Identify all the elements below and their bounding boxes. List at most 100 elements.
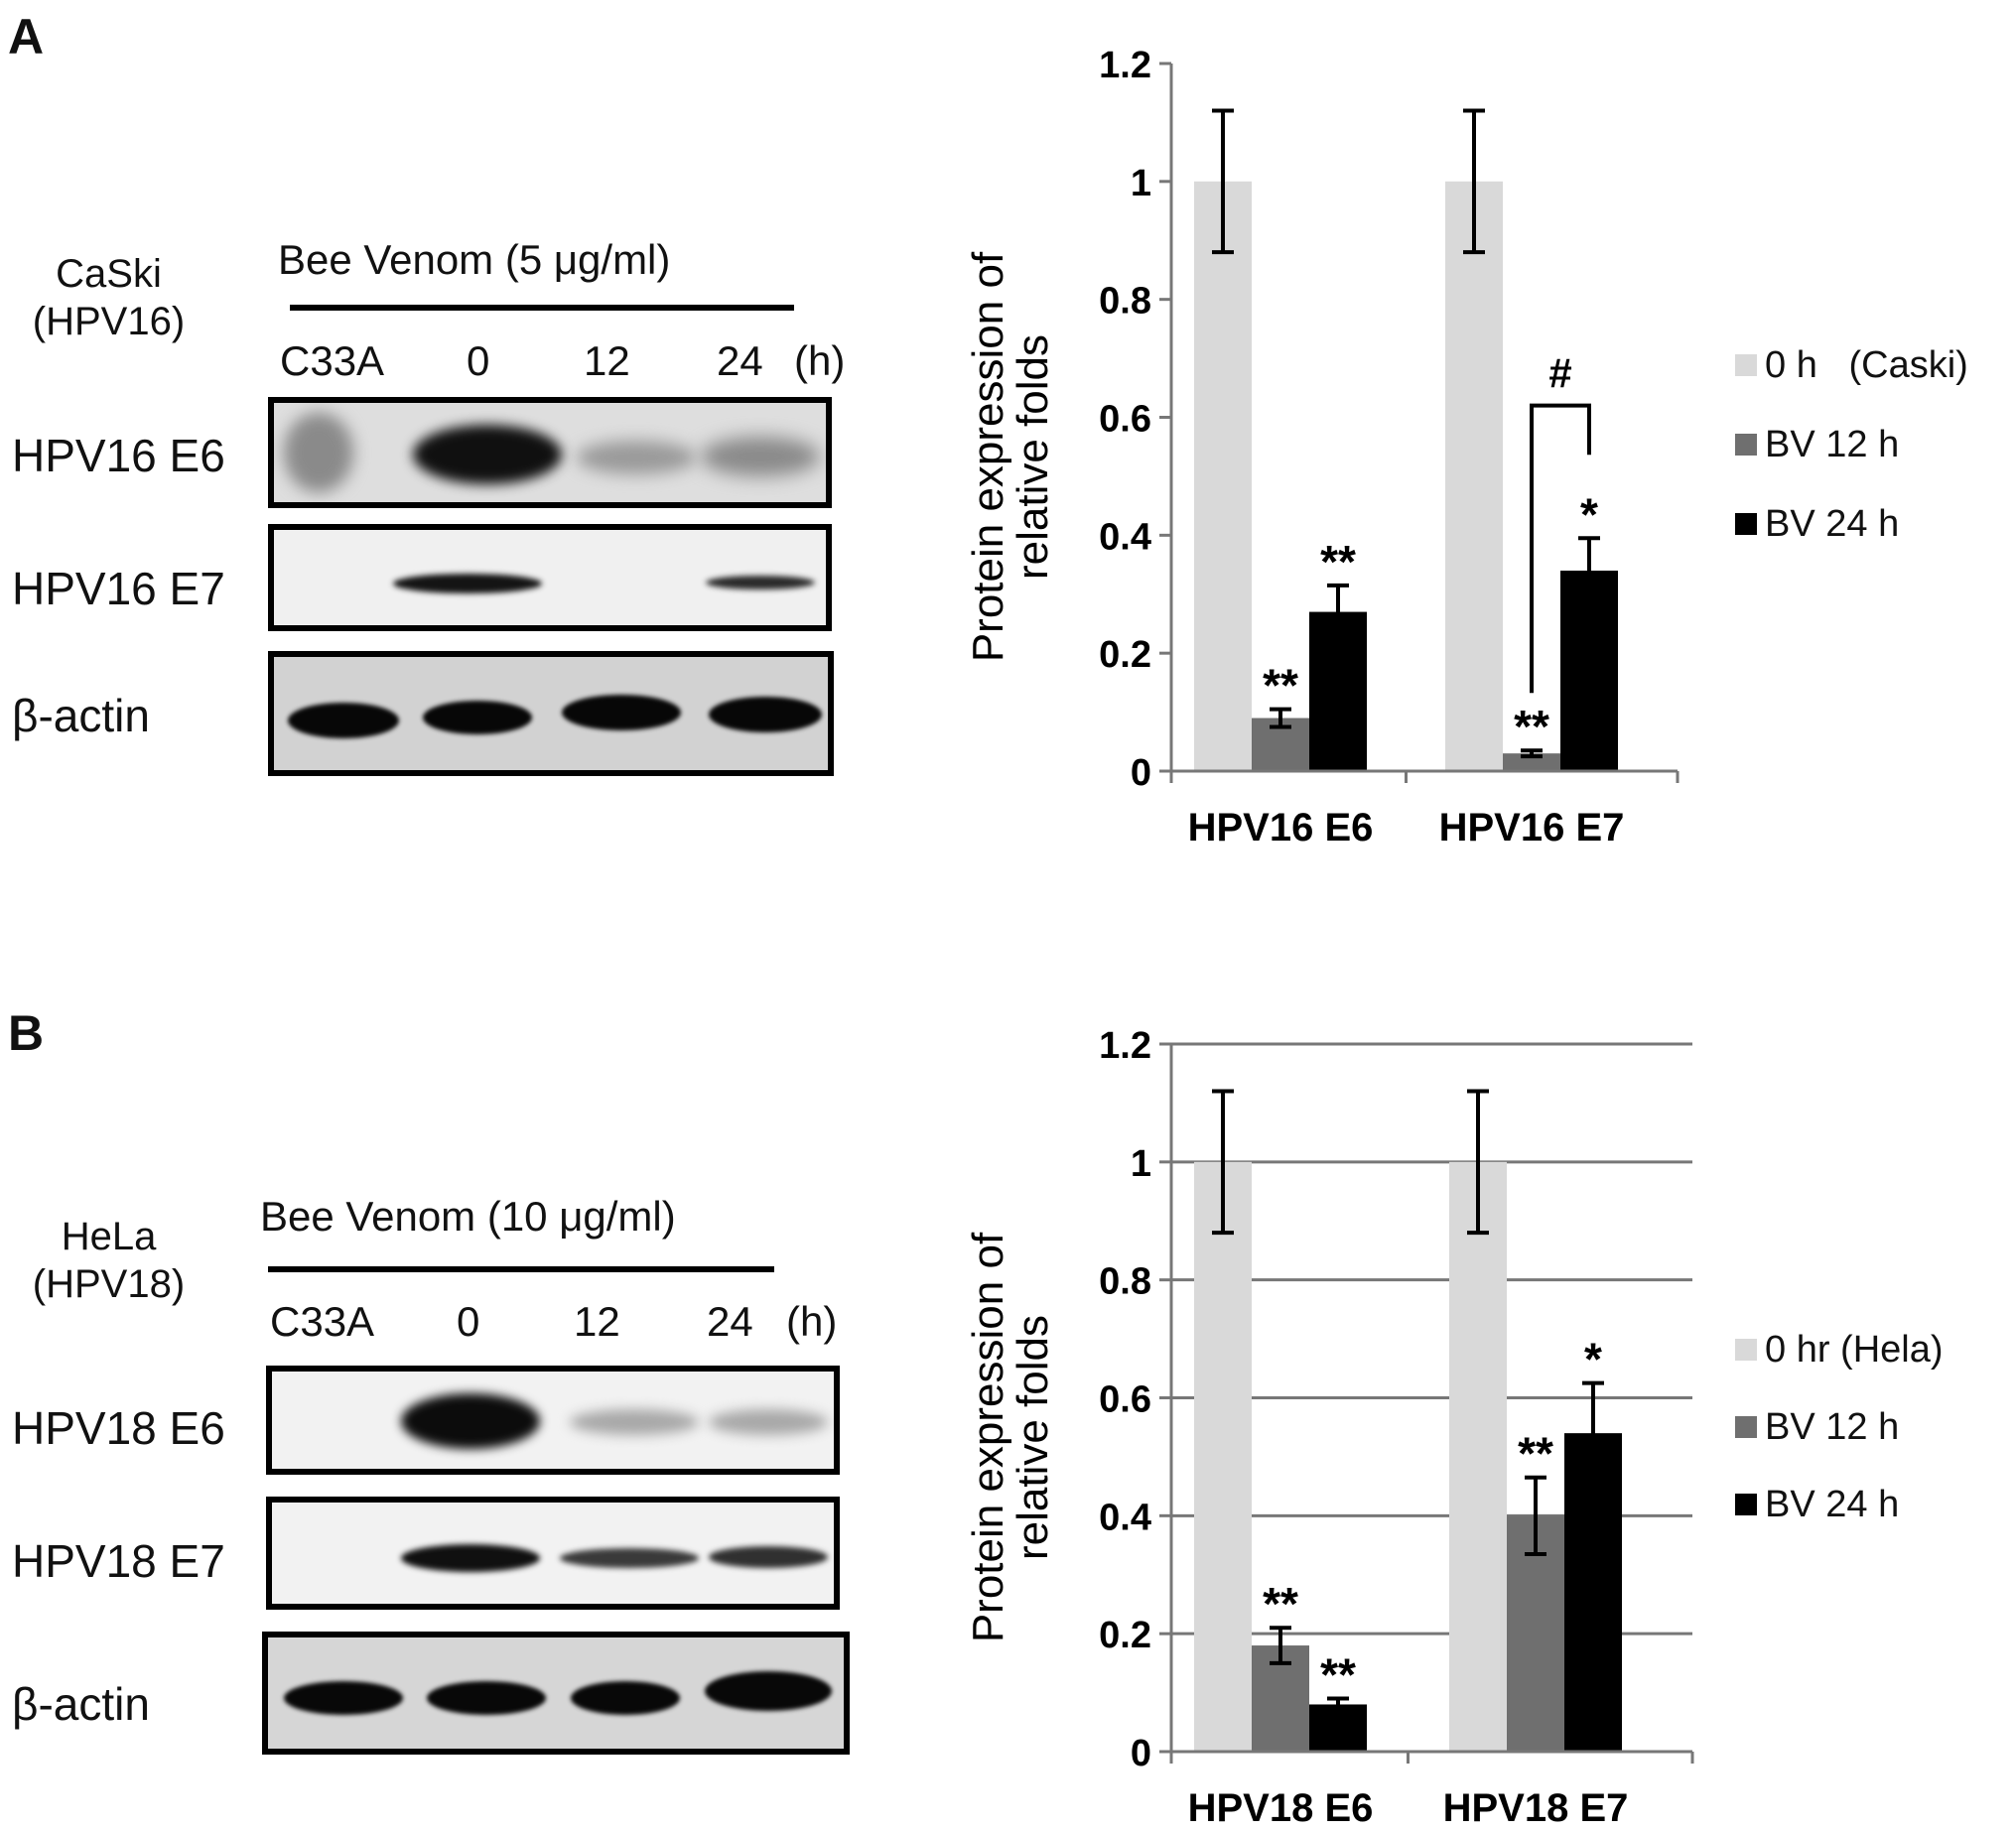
legend-swatch <box>1735 1339 1757 1361</box>
legend-item-24h: BV 24 h <box>1735 502 1968 546</box>
panel-b-treatment-label: Bee Venom (10 μg/ml) <box>260 1193 676 1240</box>
panel-b-row-label-actin: β-actin <box>12 1678 150 1730</box>
legend-item-0h: 0 h (Caski) <box>1735 343 1968 387</box>
bar <box>1449 1161 1507 1752</box>
y-tick-label: 0.6 <box>1099 399 1151 441</box>
legend-item-12h: BV 12 h <box>1735 1405 1944 1449</box>
y-tick-label: 1.2 <box>1099 1025 1151 1067</box>
legend-label: BV 24 h <box>1765 502 1900 545</box>
legend-item-0h: 0 hr (Hela) <box>1735 1328 1944 1372</box>
y-tick-label: 0.4 <box>1099 1497 1151 1538</box>
panel-a-time-unit: (h) <box>794 337 846 384</box>
panel-a-cell-line-name: CaSki <box>56 252 162 296</box>
legend-label: BV 12 h <box>1765 1405 1900 1448</box>
panel-b-cell-line-hpv: (HPV18) <box>32 1262 186 1306</box>
panel-a-blot-e7 <box>268 524 832 631</box>
bar <box>1194 1161 1252 1752</box>
significance-bracket <box>1530 403 1591 694</box>
y-tick-label: 1 <box>1131 163 1151 204</box>
band <box>577 441 696 474</box>
bar <box>1564 1433 1622 1752</box>
band <box>427 1681 546 1715</box>
band <box>423 701 532 734</box>
chart-b-legend: 0 hr (Hela) BV 12 h BV 24 h <box>1735 1328 1944 1526</box>
y-tick-label: 1 <box>1131 1143 1151 1185</box>
y-tick-label: 0 <box>1131 752 1151 794</box>
significance-mark: * <box>1584 1334 1602 1385</box>
panel-a-lane-4: 24 <box>717 337 763 384</box>
band <box>709 1409 828 1435</box>
panel-b-row-label-e7: HPV18 E7 <box>12 1535 225 1587</box>
panel-b-row-label-e6: HPV18 E6 <box>12 1402 225 1454</box>
y-axis-title: Protein expression of <box>964 1232 1012 1642</box>
y-tick-label: 0.8 <box>1099 1261 1151 1303</box>
band <box>393 574 542 593</box>
panel-a-blot-actin <box>268 651 834 776</box>
panel-a-cell-line-hpv: (HPV16) <box>32 300 186 343</box>
panel-a-lane-2: 0 <box>467 337 490 384</box>
panel-b-cell-line: HeLa (HPV18) <box>22 1213 196 1308</box>
significance-mark: ** <box>1263 660 1298 712</box>
panel-b-time-unit: (h) <box>786 1298 838 1345</box>
band <box>705 1671 832 1711</box>
y-tick-label: 0.2 <box>1099 634 1151 676</box>
y-axis-title: relative folds <box>1008 1315 1057 1560</box>
band <box>401 1393 540 1449</box>
panel-a-lane-3: 12 <box>584 337 630 384</box>
legend-item-24h: BV 24 h <box>1735 1483 1944 1526</box>
panel-a-row-label-e6: HPV16 E6 <box>12 430 225 481</box>
legend-item-12h: BV 12 h <box>1735 423 1968 466</box>
panel-b-cell-line-name: HeLa <box>61 1215 157 1258</box>
chart-a-legend: 0 h (Caski) BV 12 h BV 24 h <box>1735 343 1968 546</box>
panel-a-treatment-line <box>290 305 794 311</box>
x-tick-label: HPV16 E6 <box>1188 806 1374 850</box>
bar <box>1445 181 1503 772</box>
panel-a-treatment-label: Bee Venom (5 μg/ml) <box>278 236 671 283</box>
y-tick-label: 0.4 <box>1099 516 1151 558</box>
panel-b-lane-3: 12 <box>574 1298 620 1345</box>
legend-swatch <box>1735 1494 1757 1515</box>
panel-b-lane-4: 24 <box>707 1298 753 1345</box>
panel-a-row-label-e7: HPV16 E7 <box>12 563 225 614</box>
panel-a-row-label-actin: β-actin <box>12 690 150 741</box>
band <box>413 425 562 484</box>
panel-a-lane-1: C33A <box>280 337 385 384</box>
y-tick-label: 1.2 <box>1099 45 1151 86</box>
panel-b-blot-e7 <box>266 1497 840 1610</box>
y-tick-label: 0.6 <box>1099 1379 1151 1421</box>
y-tick-label: 0 <box>1131 1733 1151 1774</box>
x-tick-label: HPV18 E6 <box>1188 1786 1374 1830</box>
y-axis-title: Protein expression of <box>964 251 1012 662</box>
significance-mark: ** <box>1263 1578 1298 1630</box>
panel-b-lane-1: C33A <box>270 1298 375 1345</box>
x-tick-label: HPV18 E7 <box>1443 1786 1629 1830</box>
y-tick-label: 0.2 <box>1099 1615 1151 1656</box>
y-axis-title: relative folds <box>1008 334 1057 580</box>
band <box>562 695 681 730</box>
panel-a-cell-line: CaSki (HPV16) <box>22 250 196 345</box>
band <box>570 1409 699 1435</box>
bar <box>1503 753 1560 771</box>
panel-b-blot-actin <box>262 1632 850 1755</box>
band <box>284 413 353 492</box>
significance-mark: ** <box>1518 1428 1553 1480</box>
band <box>560 1548 699 1568</box>
legend-swatch <box>1735 513 1757 535</box>
x-tick-label: HPV16 E7 <box>1439 806 1625 850</box>
panel-b-letter: B <box>8 1005 45 1061</box>
significance-mark: ** <box>1320 536 1356 588</box>
panel-a-letter: A <box>8 9 45 65</box>
panel-b-blot-e6 <box>266 1366 840 1475</box>
legend-label: 0 hr (Hela) <box>1765 1328 1944 1371</box>
bar <box>1194 181 1252 772</box>
legend-label: BV 12 h <box>1765 423 1900 465</box>
legend-label: 0 h (Caski) <box>1765 343 1968 386</box>
legend-label: BV 24 h <box>1765 1483 1900 1525</box>
band <box>401 1544 540 1572</box>
band <box>701 437 820 476</box>
legend-swatch <box>1735 354 1757 376</box>
significance-mark: # <box>1548 350 1571 397</box>
band <box>571 1681 680 1715</box>
significance-mark: ** <box>1514 701 1549 752</box>
